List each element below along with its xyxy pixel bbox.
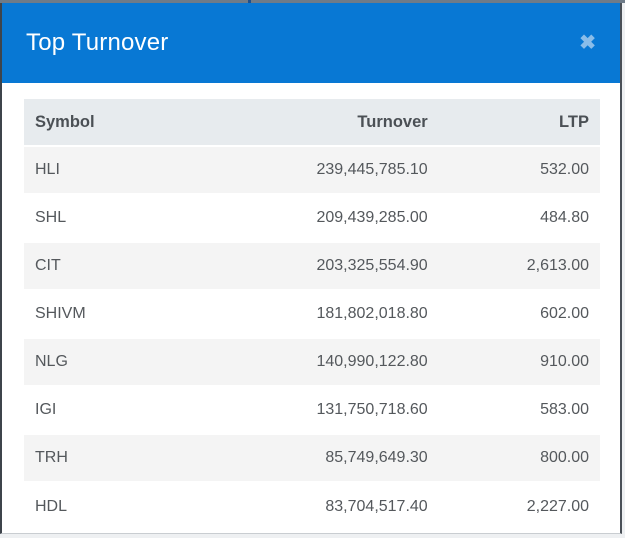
table-header-row: Symbol Turnover LTP: [24, 99, 600, 146]
symbol-cell: HDL: [35, 497, 68, 515]
ltp-cell: 800.00: [540, 449, 589, 466]
table-row: NLG 140,990,122.80 910.00: [24, 338, 600, 386]
column-header-turnover: Turnover: [254, 99, 439, 146]
symbol-cell: IGI: [35, 401, 57, 418]
table-row: IGI 131,750,718.60 583.00: [24, 386, 600, 434]
column-header-ltp: LTP: [438, 99, 600, 146]
modal-title: Top Turnover: [26, 29, 169, 56]
table-row: TRH 85,749,649.30 800.00: [24, 434, 600, 482]
column-header-symbol: Symbol: [24, 99, 255, 146]
table-row: CIT 203,325,554.90 2,613.00: [24, 242, 600, 290]
table-row: SHL 209,439,285.00 484.80: [24, 194, 600, 242]
symbol-cell: SHL: [35, 209, 67, 226]
symbol-cell: HLI: [35, 161, 60, 178]
turnover-cell: 181,802,018.80: [316, 305, 428, 322]
close-icon[interactable]: ✖: [579, 32, 596, 54]
table-row: HLI 239,445,785.10 532.00: [24, 146, 600, 194]
symbol-cell: SHIVM: [35, 305, 86, 322]
turnover-cell: 131,750,718.60: [316, 401, 428, 418]
page-artifact: [248, 0, 251, 4]
top-turnover-table: Symbol Turnover LTP HLI 239,445,785.10 5…: [24, 99, 600, 530]
symbol-cell: NLG: [35, 353, 68, 370]
turnover-cell: 203,325,554.90: [316, 257, 428, 274]
modal-body: Symbol Turnover LTP HLI 239,445,785.10 5…: [2, 83, 620, 530]
turnover-cell: 140,990,122.80: [316, 353, 428, 370]
top-turnover-modal: Top Turnover ✖ Symbol Turnover LTP HLI: [0, 3, 622, 534]
symbol-cell: TRH: [35, 449, 68, 466]
ltp-cell: 2,613.00: [526, 257, 589, 274]
turnover-cell: 83,704,517.40: [325, 497, 428, 515]
turnover-cell: 209,439,285.00: [316, 209, 428, 226]
symbol-cell: CIT: [35, 257, 61, 274]
ltp-cell: 583.00: [540, 401, 589, 418]
ltp-cell: 910.00: [540, 353, 589, 370]
page-background-strip: [0, 0, 625, 3]
turnover-cell: 85,749,649.30: [325, 449, 428, 466]
ltp-cell: 532.00: [540, 161, 589, 178]
turnover-cell: 239,445,785.10: [316, 161, 428, 178]
ltp-cell: 2,227.00: [526, 497, 589, 515]
table-row: HDL 83,704,517.40 2,227.00: [24, 482, 600, 530]
ltp-cell: 484.80: [540, 209, 589, 226]
ltp-cell: 602.00: [540, 305, 589, 322]
table-row: SHIVM 181,802,018.80 602.00: [24, 290, 600, 338]
modal-header: Top Turnover ✖: [2, 3, 620, 83]
